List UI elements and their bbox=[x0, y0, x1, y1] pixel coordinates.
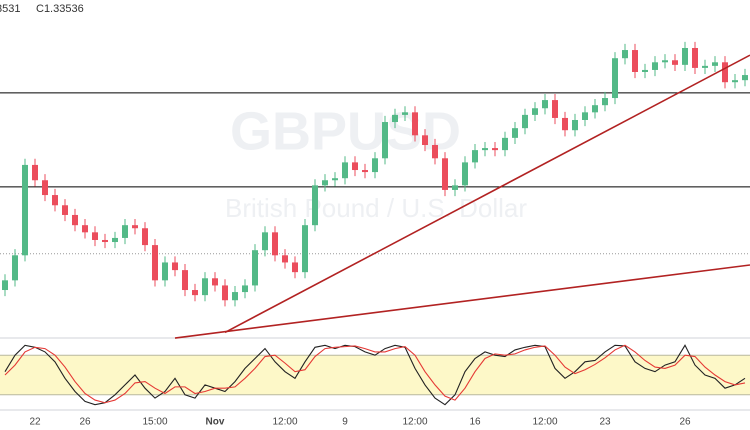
candle-body bbox=[42, 180, 48, 196]
candle-body bbox=[472, 150, 478, 163]
candle-body bbox=[292, 262, 298, 273]
candle-body bbox=[492, 148, 498, 151]
oscillator-band bbox=[0, 355, 750, 395]
header-high: 3531 bbox=[0, 3, 20, 15]
candle-body bbox=[542, 100, 548, 109]
candle-body bbox=[242, 285, 248, 293]
candle-body bbox=[322, 180, 328, 186]
candle-body bbox=[52, 195, 58, 206]
candle-body bbox=[412, 112, 418, 136]
x-tick-label: 12:00 bbox=[272, 417, 297, 428]
candle-body bbox=[282, 255, 288, 263]
candle-body bbox=[172, 262, 178, 271]
candle-body bbox=[532, 108, 538, 115]
candle-body bbox=[342, 162, 348, 179]
x-tick-label: 16 bbox=[469, 417, 481, 428]
candle-body bbox=[122, 225, 128, 238]
candle-body bbox=[632, 50, 638, 72]
candle-body bbox=[32, 164, 38, 181]
candle-body bbox=[652, 62, 658, 70]
candle-body bbox=[592, 105, 598, 113]
candle-body bbox=[432, 145, 438, 159]
candle-body bbox=[22, 164, 28, 256]
candle-body bbox=[682, 47, 688, 65]
header-close: C1.33536 bbox=[36, 3, 84, 15]
candle-body bbox=[732, 80, 738, 83]
candle-body bbox=[462, 162, 468, 186]
candle-body bbox=[262, 232, 268, 251]
candle-body bbox=[332, 178, 338, 181]
candle-body bbox=[722, 62, 728, 83]
candle-body bbox=[402, 112, 408, 115]
candle-body bbox=[482, 148, 488, 151]
candle-body bbox=[392, 114, 398, 123]
candle-body bbox=[352, 162, 358, 171]
x-tick-label: Nov bbox=[206, 417, 225, 428]
candle-body bbox=[312, 185, 318, 226]
candle-body bbox=[102, 239, 108, 243]
trend-line bbox=[224, 54, 750, 334]
candle-body bbox=[562, 117, 568, 131]
trend-line bbox=[174, 264, 750, 339]
candle-body bbox=[362, 170, 368, 173]
candle-body bbox=[742, 75, 748, 81]
candle-body bbox=[662, 60, 668, 63]
candle-body bbox=[522, 114, 528, 129]
candle-body bbox=[92, 232, 98, 240]
oscillator-line bbox=[4, 344, 746, 404]
candle-body bbox=[582, 112, 588, 120]
candle-body bbox=[232, 292, 238, 301]
candle-body bbox=[112, 237, 118, 243]
candle-body bbox=[162, 262, 168, 281]
x-tick-label: 22 bbox=[29, 417, 41, 428]
candle-body bbox=[142, 228, 148, 246]
candle-body bbox=[442, 158, 448, 190]
candle-body bbox=[702, 65, 708, 68]
x-tick-label: 15:00 bbox=[142, 417, 167, 428]
candle-body bbox=[552, 100, 558, 118]
candle-body bbox=[12, 255, 18, 281]
oscillator-line bbox=[4, 344, 746, 406]
candle-body bbox=[62, 205, 68, 215]
candle-body bbox=[202, 278, 208, 296]
candle-body bbox=[82, 225, 88, 233]
candle-body bbox=[712, 62, 718, 66]
candle-body bbox=[502, 137, 508, 151]
candle-body bbox=[672, 60, 678, 65]
x-tick-label: 12:00 bbox=[402, 417, 427, 428]
candle-body bbox=[212, 278, 218, 286]
candle-body bbox=[422, 135, 428, 146]
watermark-description: British Pound / U.S. Dollar bbox=[225, 193, 527, 223]
candle-body bbox=[622, 50, 628, 59]
candle-body bbox=[2, 280, 8, 291]
candle-body bbox=[602, 98, 608, 106]
x-tick-label: 26 bbox=[679, 417, 691, 428]
candle-body bbox=[372, 158, 378, 173]
candle-body bbox=[382, 122, 388, 159]
candle-body bbox=[452, 185, 458, 190]
x-tick-label: 26 bbox=[79, 417, 91, 428]
candle-body bbox=[222, 285, 228, 301]
candle-body bbox=[272, 232, 278, 256]
candle-body bbox=[512, 128, 518, 138]
candle-body bbox=[132, 225, 138, 229]
x-tick-label: 9 bbox=[342, 417, 348, 428]
candle-body bbox=[72, 214, 78, 226]
x-tick-label: 12:00 bbox=[532, 417, 557, 428]
candle-body bbox=[302, 225, 308, 273]
candle-body bbox=[612, 58, 618, 99]
candle-body bbox=[192, 290, 198, 296]
x-tick-label: 23 bbox=[599, 417, 611, 428]
watermark-symbol: GBPUSD bbox=[230, 101, 461, 161]
candle-body bbox=[182, 270, 188, 291]
candle-body bbox=[642, 69, 648, 72]
candle-body bbox=[152, 245, 158, 281]
candle-body bbox=[692, 47, 698, 68]
candle-body bbox=[252, 250, 258, 286]
candle-body bbox=[572, 119, 578, 131]
